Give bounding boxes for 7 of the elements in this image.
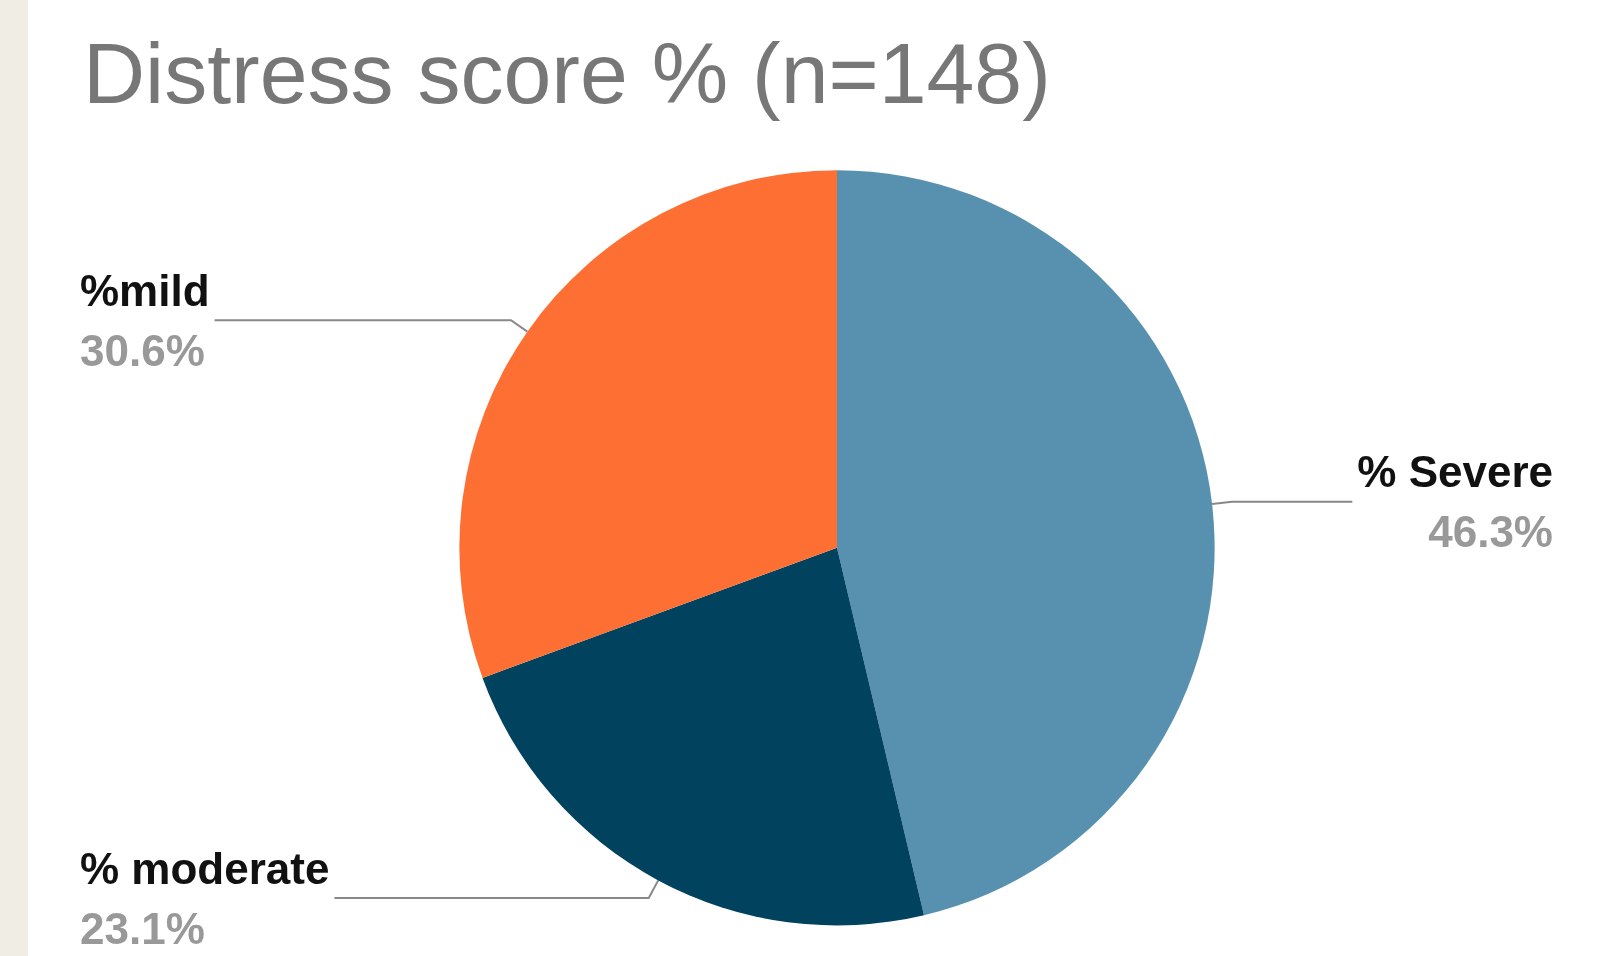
chart-title: Distress score % (n=148): [83, 25, 1051, 121]
slice-label: % Severe: [1357, 447, 1553, 497]
data-label: 30.6%: [80, 325, 205, 375]
data-label: 46.3%: [1428, 507, 1553, 557]
data-label: 23.1%: [80, 903, 205, 953]
slice-label: %mild: [80, 265, 210, 315]
slice-label: % moderate: [80, 843, 330, 893]
